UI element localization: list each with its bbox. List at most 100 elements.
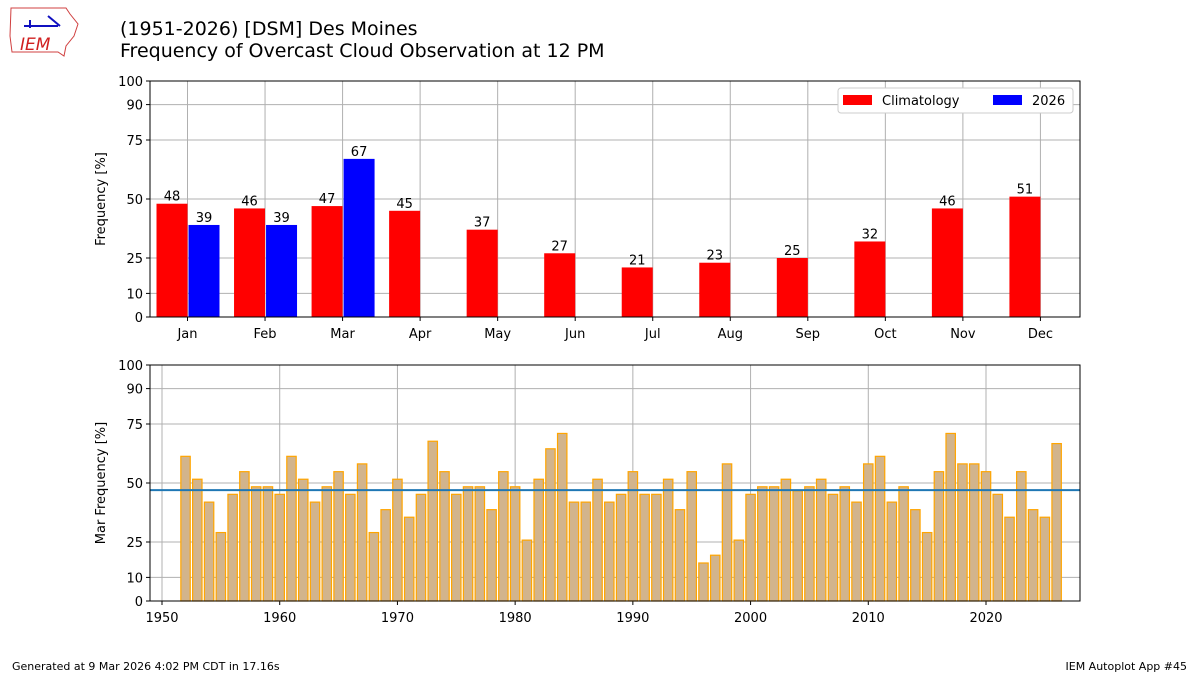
year-bar-1955 — [215, 531, 227, 602]
year-bar-1997 — [709, 554, 721, 602]
year-bar-2007 — [827, 493, 839, 602]
current-year-bar-Mar — [343, 158, 375, 317]
year-bar-1984 — [556, 432, 568, 602]
year-bar-1982 — [533, 478, 544, 602]
y-tick-label: 90 — [126, 383, 143, 398]
year-bar-1976 — [462, 486, 474, 602]
climatology-bar-Aug — [699, 262, 731, 317]
legend-swatch-climatology — [843, 95, 872, 105]
y-tick-label: 50 — [126, 477, 143, 492]
year-bar-2004 — [792, 490, 803, 602]
year-bar-2014 — [910, 509, 921, 602]
year-bar-1960 — [274, 493, 286, 602]
climatology-bar-Feb — [234, 208, 266, 317]
year-bar-2022 — [1004, 516, 1015, 602]
bar-data-label: 21 — [629, 253, 646, 268]
x-tick-label: 2020 — [969, 611, 1002, 626]
bar-data-label: 46 — [241, 194, 258, 209]
x-tick-label: 1950 — [145, 611, 178, 626]
year-bar-2011 — [874, 455, 886, 602]
y-tick-label: 25 — [126, 536, 143, 551]
y-tick-label: 50 — [126, 193, 143, 208]
year-bar-1993 — [662, 478, 674, 602]
x-tick-label-Jul: Jul — [644, 327, 661, 342]
bar-data-label: 67 — [351, 145, 368, 160]
year-bar-1980 — [509, 486, 521, 602]
x-tick-label: 2000 — [734, 611, 767, 626]
year-bar-1991 — [639, 493, 650, 602]
year-bar-1987 — [592, 478, 603, 602]
x-tick-label: 1960 — [263, 611, 296, 626]
x-tick-label-Jan: Jan — [176, 327, 197, 342]
legend-label-2026: 2026 — [1032, 94, 1065, 109]
y-tick-label: 75 — [126, 418, 143, 433]
year-bar-1959 — [262, 486, 274, 602]
year-bar-2019 — [968, 463, 980, 602]
chart-title-line1: (1951-2026) [DSM] Des Moines — [120, 18, 418, 40]
plot-frame — [149, 364, 1081, 602]
x-tick-label-Feb: Feb — [254, 327, 277, 342]
year-bar-1962 — [297, 478, 309, 602]
year-bar-1954 — [203, 501, 215, 602]
x-tick-label: 1970 — [381, 611, 414, 626]
year-bar-1973 — [427, 440, 439, 602]
footer-generated: Generated at 9 Mar 2026 4:02 PM CDT in 1… — [12, 660, 280, 673]
year-bar-2015 — [921, 531, 933, 602]
y-tick-label: 10 — [126, 287, 143, 302]
year-bar-1952 — [180, 455, 191, 602]
year-bar-1961 — [286, 455, 297, 602]
bar-data-label: 39 — [273, 211, 290, 226]
year-bar-2021 — [992, 493, 1004, 602]
year-bar-1967 — [356, 463, 368, 602]
year-bar-1963 — [309, 501, 321, 602]
climatology-bar-Oct — [854, 241, 886, 317]
x-tick-label-Mar: Mar — [330, 327, 355, 342]
logo-text: IEM — [20, 35, 51, 55]
x-tick-label-Aug: Aug — [718, 327, 743, 342]
y-tick-label: 0 — [135, 595, 143, 610]
y-tick-label: 100 — [118, 75, 143, 90]
current-year-bar-Feb — [266, 224, 298, 317]
year-bar-1964 — [321, 486, 333, 602]
current-year-bar-Jan — [188, 224, 220, 317]
climatology-bar-Sep — [776, 258, 808, 317]
bar-data-label: 32 — [862, 227, 879, 242]
year-bar-1998 — [721, 463, 733, 602]
y-tick-label: 90 — [126, 99, 143, 114]
year-bar-2003 — [780, 478, 792, 602]
year-bar-1999 — [733, 539, 745, 602]
bar-data-label: 46 — [939, 194, 956, 209]
year-bar-2002 — [768, 486, 780, 602]
year-bar-2018 — [957, 463, 968, 602]
year-bar-1992 — [651, 493, 662, 602]
bar-data-label: 27 — [551, 239, 568, 254]
year-bar-2012 — [886, 501, 898, 602]
bar-data-label: 47 — [319, 192, 336, 207]
climatology-bar-Apr — [389, 210, 421, 317]
footer-app: IEM Autoplot App #45 — [1065, 660, 1188, 673]
climatology-bar-Jul — [621, 267, 653, 317]
bar-data-label: 37 — [474, 216, 491, 231]
x-tick-label-Dec: Dec — [1028, 327, 1053, 342]
x-tick-label-Sep: Sep — [796, 327, 821, 342]
year-bar-1978 — [486, 509, 497, 602]
year-bar-1986 — [580, 501, 592, 602]
year-bar-1983 — [545, 448, 556, 602]
climatology-bar-Dec — [1009, 196, 1041, 317]
legend-swatch-2026 — [993, 95, 1022, 105]
year-bar-1981 — [521, 539, 533, 602]
x-tick-label-Oct: Oct — [874, 327, 896, 342]
year-bar-2026 — [1051, 442, 1062, 602]
year-bar-2008 — [839, 486, 851, 602]
year-bar-1958 — [250, 486, 262, 602]
bar-data-label: 51 — [1017, 183, 1034, 198]
y-axis-label: Frequency [%] — [94, 152, 109, 246]
iem-logo: IEM — [9, 7, 79, 57]
y-tick-label: 100 — [118, 359, 143, 374]
climatology-bar-Jun — [544, 253, 576, 317]
x-tick-label-Apr: Apr — [409, 327, 432, 342]
y-tick-label: 25 — [126, 252, 143, 267]
year-bar-1985 — [568, 501, 580, 602]
monthly-chart: 0 10 25 50 75 90 100 Jan Feb Mar Apr May Jun Jul Aug Se… — [94, 75, 1081, 342]
